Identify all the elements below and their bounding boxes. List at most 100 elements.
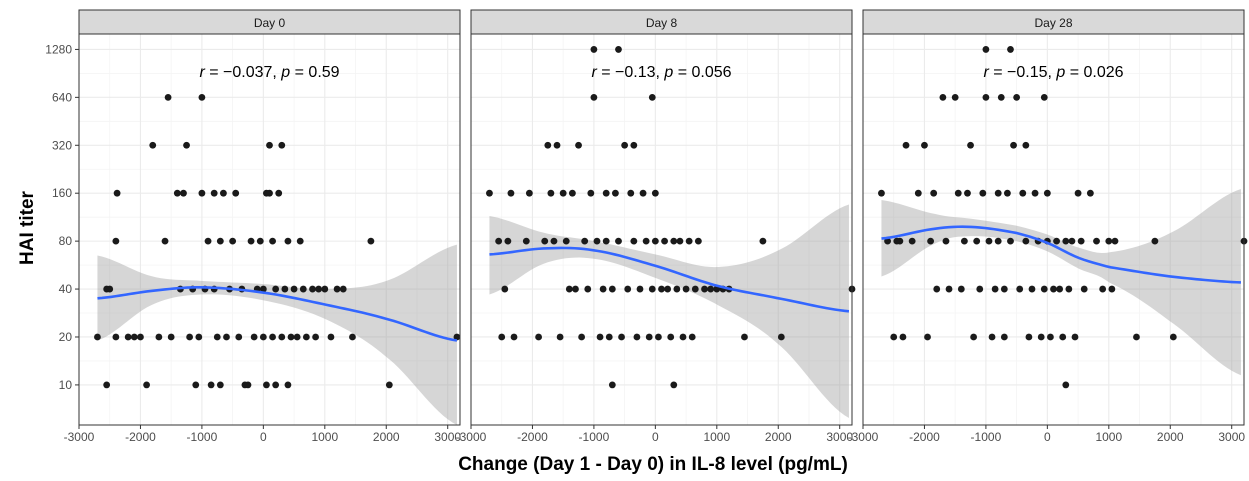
data-point [691, 285, 699, 293]
confidence-ribbon [97, 244, 457, 425]
data-point [605, 333, 613, 341]
data-point [284, 237, 292, 245]
data-point [759, 237, 767, 245]
data-point [281, 285, 289, 293]
data-point [272, 381, 280, 389]
data-point [501, 285, 509, 293]
data-point [498, 333, 506, 341]
data-point [1065, 285, 1073, 293]
data-point [232, 189, 240, 197]
data-point [124, 333, 132, 341]
x-tick-label: 1000 [703, 430, 730, 444]
data-point [602, 189, 610, 197]
strip-box [78, 9, 461, 35]
data-point [575, 141, 582, 149]
data-point [1105, 237, 1113, 245]
data-point [259, 333, 267, 341]
data-point [504, 237, 512, 245]
data-point [235, 333, 243, 341]
data-point [615, 237, 622, 245]
data-point [777, 333, 785, 341]
data-point [982, 93, 990, 101]
data-point [143, 381, 150, 389]
data-point [685, 237, 693, 245]
data-point [266, 141, 273, 149]
data-point [266, 189, 273, 197]
data-point [593, 237, 601, 245]
data-point [639, 189, 647, 197]
x-axis-title: Change (Day 1 - Day 0) in IL-8 level (pg… [458, 454, 848, 475]
x-tick-label: -1000 [971, 430, 1002, 444]
data-point [186, 333, 194, 341]
data-point [1016, 285, 1024, 293]
data-point [544, 141, 552, 149]
x-tick-label: 0 [652, 430, 659, 444]
data-point [550, 237, 558, 245]
confidence-ribbon [489, 204, 849, 418]
data-point [161, 237, 169, 245]
data-point [942, 237, 950, 245]
x-tick-label: 1000 [1095, 430, 1122, 444]
data-point [315, 285, 323, 293]
data-point [648, 93, 656, 101]
data-point [1025, 333, 1033, 341]
data-point [1111, 237, 1119, 245]
y-tick-label: 640 [52, 90, 72, 104]
y-axis-title: HAI titer [17, 190, 38, 265]
data-point [921, 141, 928, 149]
y-tick-label: 10 [59, 378, 73, 392]
data-point [1053, 237, 1060, 245]
data-point [581, 237, 589, 245]
panel-2: Day 28 r = −0.15, p = 0.026 -3000 -2000 -100… [848, 9, 1248, 444]
data-point [618, 333, 625, 341]
data-point [1151, 237, 1159, 245]
data-point [1040, 93, 1048, 101]
data-point [1169, 333, 1177, 341]
data-point [1000, 333, 1008, 341]
data-point [608, 285, 616, 293]
data-point [1004, 189, 1011, 197]
data-point [195, 333, 203, 341]
panels-group: Day 0 r = −0.037, p = 0.59 -3000 -2000 -1000… [45, 9, 1248, 444]
data-point [667, 333, 675, 341]
data-point [878, 189, 885, 197]
data-point [510, 333, 518, 341]
data-point [339, 285, 347, 293]
x-tick-label: 2000 [373, 430, 400, 444]
data-point [664, 285, 672, 293]
data-point [914, 189, 922, 197]
data-point [1093, 237, 1100, 245]
data-point [960, 237, 968, 245]
data-point [602, 237, 610, 245]
data-point [244, 381, 252, 389]
data-point [970, 333, 978, 341]
data-point [701, 285, 708, 293]
data-point [982, 46, 990, 53]
data-point [624, 285, 632, 293]
x-tick-label: -3000 [456, 430, 487, 444]
data-point [556, 333, 564, 341]
data-point [596, 333, 604, 341]
data-point [578, 333, 586, 341]
data-point [1062, 381, 1070, 389]
data-point [608, 381, 616, 389]
data-point [137, 333, 144, 341]
data-point [1050, 285, 1057, 293]
data-point [204, 237, 212, 245]
data-point [250, 333, 258, 341]
data-point [1013, 93, 1021, 101]
data-point [587, 189, 595, 197]
data-point [210, 189, 218, 197]
data-point [661, 237, 668, 245]
data-point [973, 237, 981, 245]
correlation-annotation: r = −0.13, p = 0.056 [591, 64, 731, 81]
data-point [229, 237, 237, 245]
panel-border [470, 33, 853, 426]
data-point [1007, 237, 1014, 245]
data-point [655, 333, 662, 341]
data-point [694, 237, 702, 245]
data-point [293, 333, 301, 341]
strip-box [470, 9, 853, 35]
data-point [367, 237, 375, 245]
data-point [1007, 46, 1014, 53]
